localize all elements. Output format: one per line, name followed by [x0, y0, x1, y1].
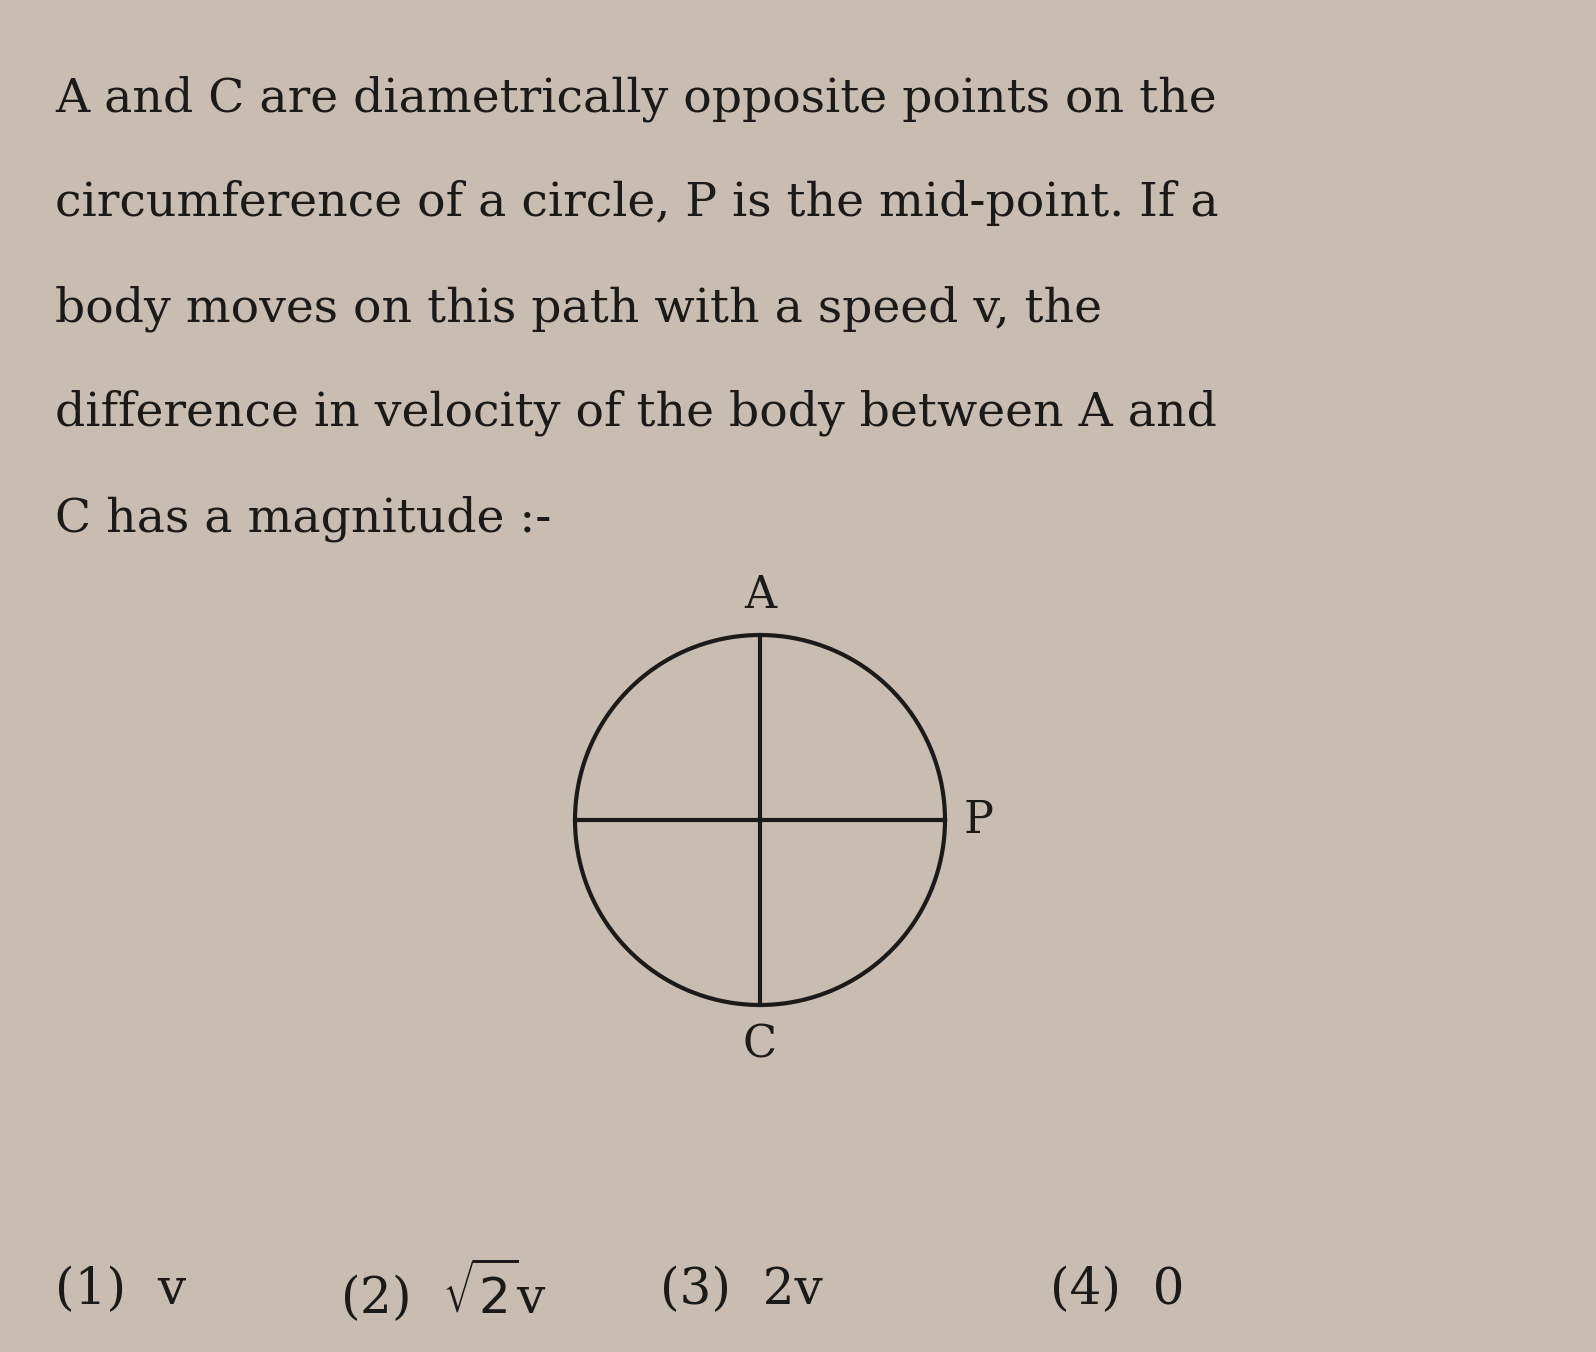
Text: (3)  2v: (3) 2v: [661, 1265, 824, 1314]
Text: C has a magnitude :-: C has a magnitude :-: [54, 495, 551, 542]
Text: circumference of a circle, P is the mid-point. If a: circumference of a circle, P is the mid-…: [54, 180, 1219, 226]
Text: (4)  0: (4) 0: [1050, 1265, 1184, 1314]
Text: difference in velocity of the body between A and: difference in velocity of the body betwe…: [54, 389, 1216, 437]
Text: A: A: [744, 573, 776, 617]
Text: (2)  $\sqrt{2}$v: (2) $\sqrt{2}$v: [340, 1256, 547, 1324]
Text: (1)  v: (1) v: [54, 1265, 187, 1314]
Text: body moves on this path with a speed v, the: body moves on this path with a speed v, …: [54, 285, 1101, 331]
Text: P: P: [962, 799, 993, 841]
Text: A and C are diametrically opposite points on the: A and C are diametrically opposite point…: [54, 74, 1216, 122]
Text: C: C: [742, 1023, 777, 1067]
